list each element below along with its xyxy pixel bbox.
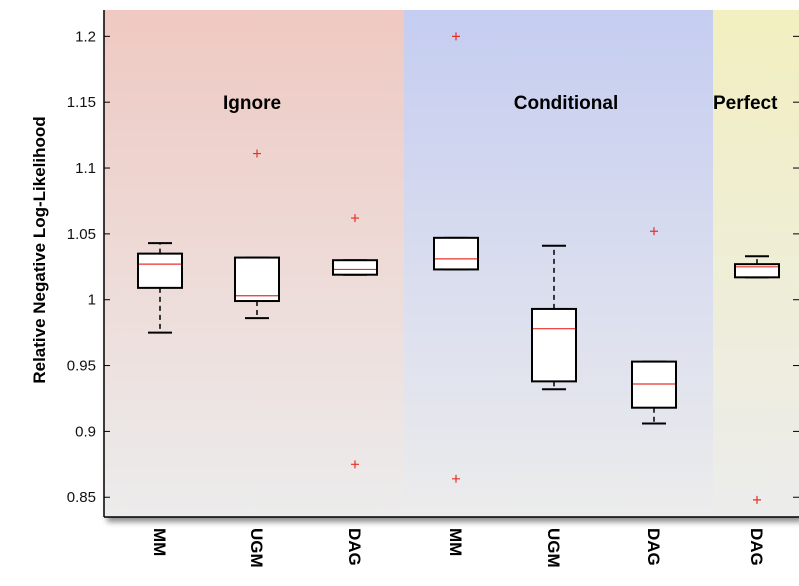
y-tick-label: 1.05 xyxy=(67,226,96,243)
group-labels: Ignore Conditional Perfect xyxy=(223,93,778,114)
box-1-mm xyxy=(137,242,183,334)
box-6-dag xyxy=(631,227,677,425)
outlier-point xyxy=(351,460,359,469)
box-3-dag xyxy=(332,214,378,469)
group-label-conditional: Conditional xyxy=(514,93,618,114)
box-iqr xyxy=(734,263,780,279)
box-iqr xyxy=(332,259,378,276)
y-axis: 0.85 0.9 0.95 1 1.05 1.1 1.15 1.2 xyxy=(67,10,799,518)
y-tick-label: 1 xyxy=(88,292,96,309)
y-tick-label: 0.9 xyxy=(75,423,96,440)
box-iqr xyxy=(531,307,577,383)
category-label-4: MM xyxy=(446,528,465,556)
outlier-point xyxy=(452,474,460,483)
category-label-2: UGM xyxy=(247,528,266,568)
outlier-point xyxy=(351,214,359,223)
category-label-7: DAG xyxy=(747,528,766,566)
box-series xyxy=(137,32,780,504)
outlier-point xyxy=(650,227,658,236)
category-label-6: DAG xyxy=(644,528,663,566)
box-iqr xyxy=(433,236,479,271)
box-2-ugm xyxy=(234,149,280,320)
box-4-mm xyxy=(433,32,479,483)
box-iqr xyxy=(137,252,183,289)
category-label-5: UGM xyxy=(544,528,563,568)
y-tick-label: 0.85 xyxy=(67,489,96,506)
box-iqr xyxy=(631,360,677,409)
y-tick-label: 0.95 xyxy=(67,358,96,375)
y-tick-label: 1.1 xyxy=(75,160,96,177)
box-5-ugm xyxy=(531,244,577,391)
category-labels: MM UGM DAG MM UGM DAG DAG xyxy=(150,528,766,568)
group-label-ignore: Ignore xyxy=(223,93,281,114)
y-tick-label: 1.15 xyxy=(67,94,96,111)
category-label-1: MM xyxy=(150,528,169,556)
group-label-perfect: Perfect xyxy=(713,93,778,114)
box-7-dag xyxy=(734,255,780,504)
box-iqr xyxy=(234,256,280,303)
outlier-point xyxy=(253,149,261,158)
outlier-point xyxy=(452,32,460,41)
category-label-3: DAG xyxy=(345,528,364,566)
y-tick-label: 1.2 xyxy=(75,28,96,45)
y-axis-label: Relative Negative Log-Likelihood xyxy=(30,116,49,383)
outlier-point xyxy=(753,495,761,504)
